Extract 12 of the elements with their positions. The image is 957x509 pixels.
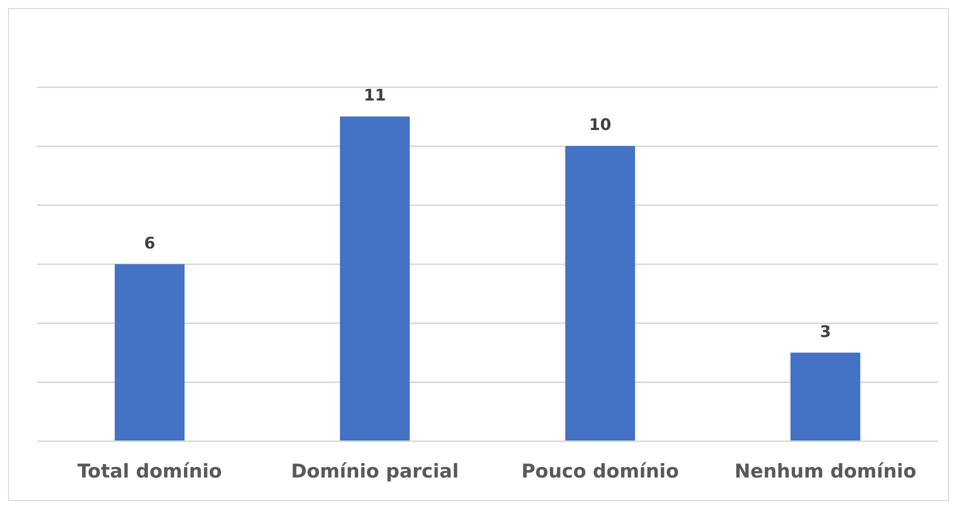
x-tick-label: Total domínio xyxy=(77,460,222,483)
bar xyxy=(790,352,860,440)
x-tick-label: Nenhum domínio xyxy=(734,460,916,483)
data-label: 3 xyxy=(820,322,831,341)
bar xyxy=(340,116,410,440)
data-label: 6 xyxy=(144,233,156,252)
bar xyxy=(565,146,636,440)
x-tick-label: Pouco domínio xyxy=(521,460,679,483)
x-tick-label: Domínio parcial xyxy=(291,460,459,483)
data-label: 11 xyxy=(364,86,386,105)
bar xyxy=(114,264,185,440)
data-label: 10 xyxy=(588,115,612,134)
